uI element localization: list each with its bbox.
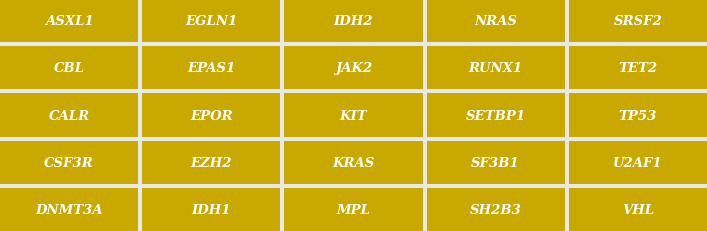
Bar [569,141,707,184]
Text: SETBP1: SETBP1 [466,109,526,122]
Bar [142,47,281,90]
Bar [284,47,423,90]
Bar [284,0,423,43]
Bar [142,0,281,43]
Bar [0,0,138,43]
Bar [569,47,707,90]
Text: EZH2: EZH2 [191,156,232,169]
Bar [142,188,281,231]
Bar [0,141,138,184]
Text: KIT: KIT [339,109,368,122]
Text: TP53: TP53 [619,109,657,122]
Text: RUNX1: RUNX1 [469,62,522,75]
Bar [284,141,423,184]
Bar [426,0,565,43]
Bar [569,188,707,231]
Bar [0,47,138,90]
Text: SH2B3: SH2B3 [469,203,522,216]
Text: JAK2: JAK2 [335,62,372,75]
Bar [569,0,707,43]
Bar [0,188,138,231]
Text: MPL: MPL [337,203,370,216]
Bar [284,94,423,137]
Text: CSF3R: CSF3R [45,156,94,169]
Text: CALR: CALR [49,109,90,122]
Bar [0,94,138,137]
Bar [142,141,281,184]
Bar [426,94,565,137]
Bar [569,94,707,137]
Text: IDH2: IDH2 [334,15,373,28]
Text: SF3B1: SF3B1 [472,156,520,169]
Text: U2AF1: U2AF1 [613,156,662,169]
Text: EPOR: EPOR [190,109,233,122]
Text: ASXL1: ASXL1 [45,15,93,28]
Bar [426,188,565,231]
Text: EPAS1: EPAS1 [187,62,235,75]
Text: TET2: TET2 [619,62,658,75]
Text: NRAS: NRAS [474,15,518,28]
Text: EGLN1: EGLN1 [185,15,238,28]
Bar [426,141,565,184]
Text: DNMT3A: DNMT3A [35,203,103,216]
Text: IDH1: IDH1 [192,203,231,216]
Text: CBL: CBL [54,62,85,75]
Text: SRSF2: SRSF2 [614,15,662,28]
Bar [426,47,565,90]
Bar [142,94,281,137]
Text: VHL: VHL [622,203,654,216]
Text: KRAS: KRAS [332,156,375,169]
Bar [284,188,423,231]
